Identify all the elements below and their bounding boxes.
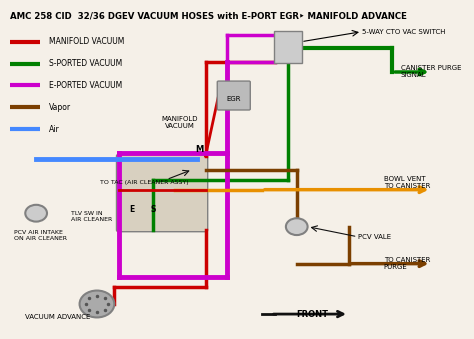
Text: 5-WAY CTO VAC SWITCH: 5-WAY CTO VAC SWITCH bbox=[362, 29, 446, 35]
Text: FRONT: FRONT bbox=[297, 310, 329, 319]
Text: MANIFOLD
VACUUM: MANIFOLD VACUUM bbox=[161, 116, 198, 129]
Text: CANISTER PURGE
SIGNAL: CANISTER PURGE SIGNAL bbox=[401, 65, 462, 79]
Text: Vapor: Vapor bbox=[49, 103, 71, 112]
Text: PCV AIR INTAKE
ON AIR CLEANER: PCV AIR INTAKE ON AIR CLEANER bbox=[14, 230, 67, 241]
Text: PCV VALE: PCV VALE bbox=[357, 234, 391, 240]
Text: MANIFOLD VACUUM: MANIFOLD VACUUM bbox=[49, 37, 125, 46]
Text: TO TAC (AIR CLEANER ASSY): TO TAC (AIR CLEANER ASSY) bbox=[100, 180, 189, 185]
Text: TO CANISTER
PURGE: TO CANISTER PURGE bbox=[383, 257, 430, 270]
Text: E: E bbox=[129, 205, 134, 214]
Text: M: M bbox=[195, 145, 203, 154]
Text: S-PORTED VACUUM: S-PORTED VACUUM bbox=[49, 59, 122, 68]
Circle shape bbox=[80, 291, 114, 317]
Circle shape bbox=[25, 205, 47, 222]
Text: S: S bbox=[151, 205, 156, 214]
FancyBboxPatch shape bbox=[117, 154, 208, 232]
Text: EGR: EGR bbox=[227, 96, 241, 102]
Text: AMC 258 CID  32/36 DGEV VACUUM HOSES with E-PORT EGR‣ MANIFOLD ADVANCE: AMC 258 CID 32/36 DGEV VACUUM HOSES with… bbox=[10, 12, 407, 20]
FancyBboxPatch shape bbox=[274, 31, 302, 63]
Text: E-PORTED VACUUM: E-PORTED VACUUM bbox=[49, 81, 122, 90]
FancyBboxPatch shape bbox=[217, 81, 250, 110]
Text: Air: Air bbox=[49, 125, 60, 134]
Text: VACUUM ADVANCE: VACUUM ADVANCE bbox=[25, 315, 91, 320]
Text: BOWL VENT
TO CANISTER: BOWL VENT TO CANISTER bbox=[383, 176, 430, 190]
Text: TLV SW IN
AIR CLEANER: TLV SW IN AIR CLEANER bbox=[71, 211, 112, 222]
Circle shape bbox=[286, 218, 308, 235]
